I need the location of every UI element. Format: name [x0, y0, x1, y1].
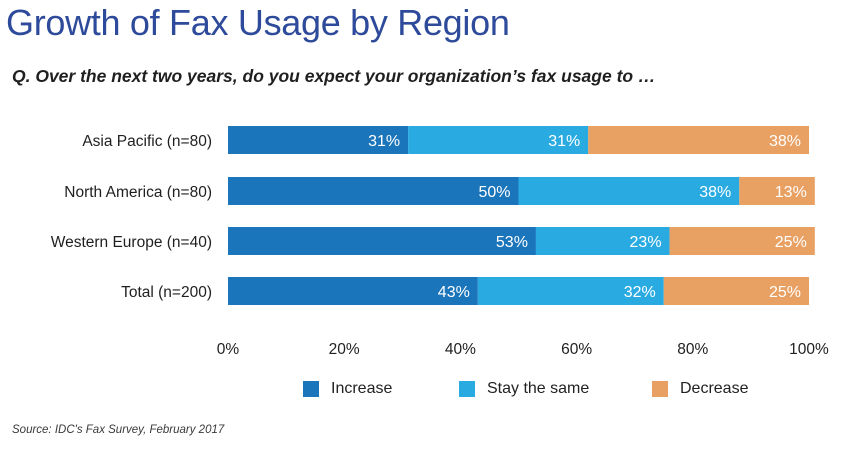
x-tick-label-2: 40%: [445, 341, 476, 358]
category-label-north-america: North America (n=80): [64, 184, 212, 201]
bar-north-america-stay-the-same: [518, 177, 740, 205]
category-label-total: Total (n=200): [121, 284, 212, 301]
source-note: Source: IDC's Fax Survey, February 2017: [12, 424, 225, 436]
data-label-north-america-increase: 50%: [478, 184, 510, 201]
data-label-western-europe-decrease: 25%: [775, 234, 807, 251]
x-tick-label-5: 100%: [789, 341, 829, 358]
bar-western-europe-stay-the-same: [535, 227, 670, 255]
legend-swatch-increase: [303, 381, 319, 397]
bar-north-america-increase: [228, 177, 519, 205]
legend-label-decrease: Decrease: [680, 380, 749, 397]
legend-item-decrease: Decrease: [652, 380, 748, 398]
x-tick-label-3: 60%: [561, 341, 592, 358]
category-label-asia-pacific: Asia Pacific (n=80): [82, 133, 212, 150]
legend-label-increase: Increase: [331, 380, 393, 397]
data-label-total-stay-the-same: 32%: [624, 284, 656, 301]
legend-item-increase: Increase: [303, 380, 392, 398]
data-label-north-america-decrease: 13%: [775, 184, 807, 201]
data-label-asia-pacific-decrease: 38%: [769, 133, 801, 150]
legend-item-stay-the-same: Stay the same: [459, 380, 589, 398]
bar-asia-pacific-decrease: [588, 126, 809, 154]
data-label-total-increase: 43%: [438, 284, 470, 301]
x-tick-label-4: 80%: [677, 341, 708, 358]
legend-swatch-decrease: [652, 381, 668, 397]
data-label-asia-pacific-increase: 31%: [368, 133, 400, 150]
category-label-western-europe: Western Europe (n=40): [51, 234, 212, 251]
legend-swatch-stay-the-same: [459, 381, 475, 397]
bar-total-decrease: [663, 277, 809, 305]
data-label-western-europe-stay-the-same: 23%: [630, 234, 662, 251]
bar-total-increase: [228, 277, 478, 305]
bar-asia-pacific-stay-the-same: [408, 126, 589, 154]
bar-western-europe-increase: [228, 227, 536, 255]
data-label-total-decrease: 25%: [769, 284, 801, 301]
x-tick-label-0: 0%: [217, 341, 240, 358]
x-tick-label-1: 20%: [329, 341, 360, 358]
data-label-western-europe-increase: 53%: [496, 234, 528, 251]
legend-label-stay-the-same: Stay the same: [487, 380, 590, 397]
data-label-north-america-stay-the-same: 38%: [699, 184, 731, 201]
bar-north-america-decrease: [739, 177, 815, 205]
survey-question: Q. Over the next two years, do you expec…: [12, 66, 656, 86]
bar-asia-pacific-increase: [228, 126, 409, 154]
data-label-asia-pacific-stay-the-same: 31%: [548, 133, 580, 150]
bar-western-europe-decrease: [669, 227, 815, 255]
bar-total-stay-the-same: [477, 277, 664, 305]
chart-title: Growth of Fax Usage by Region: [6, 2, 510, 43]
